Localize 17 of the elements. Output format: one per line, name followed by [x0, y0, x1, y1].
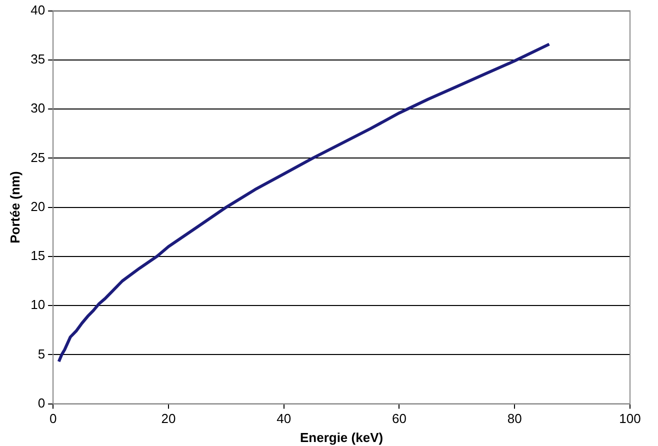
x-tick-label: 0: [49, 411, 57, 426]
x-tick-label: 20: [161, 411, 176, 426]
y-tick-label: 10: [30, 297, 46, 312]
y-axis-title: Portée (nm): [7, 171, 22, 244]
x-tick-label: 60: [392, 411, 406, 426]
y-tick-label: 30: [30, 100, 46, 116]
x-tick-label: 80: [507, 411, 522, 426]
y-tick-label: 20: [30, 198, 46, 214]
y-tick-label: 5: [38, 346, 46, 362]
x-tick-label: 40: [276, 411, 292, 426]
y-tick-label: 0: [38, 395, 46, 410]
x-axis-title: Energie (keV): [300, 430, 384, 445]
y-tick-label: 35: [30, 52, 46, 67]
y-tick-label: 25: [30, 150, 46, 165]
y-tick-label: 15: [30, 248, 46, 264]
y-tick-label: 40: [30, 2, 46, 18]
x-tick-label: 100: [619, 411, 641, 426]
